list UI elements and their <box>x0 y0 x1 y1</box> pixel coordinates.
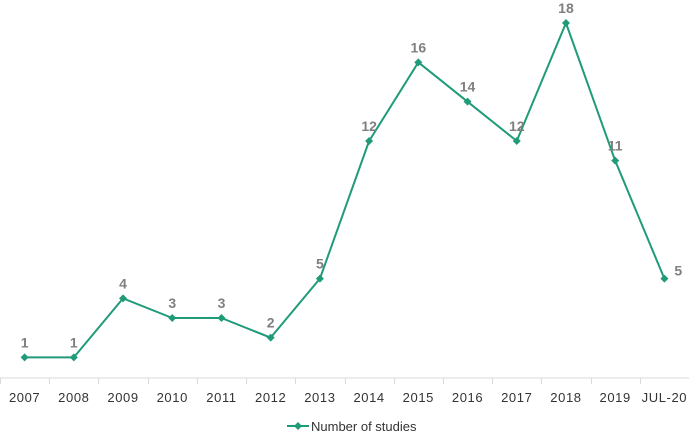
x-tick-label: 2017 <box>501 390 532 405</box>
legend: Number of studies <box>287 419 417 432</box>
data-label: 18 <box>558 0 574 16</box>
data-point <box>365 137 374 145</box>
data-label: 4 <box>119 275 127 291</box>
data-point <box>611 156 620 165</box>
data-label: 1 <box>21 334 29 350</box>
data-label: 5 <box>674 263 682 279</box>
series-line <box>24 22 666 359</box>
series-layer <box>20 19 669 362</box>
x-tick-label: 2016 <box>452 390 483 405</box>
data-point <box>463 97 472 106</box>
data-label: 1 <box>70 334 78 350</box>
data-point <box>69 353 78 362</box>
x-tick-label: 2018 <box>550 390 581 405</box>
data-point <box>266 333 275 342</box>
x-tick-label: 2012 <box>255 390 286 405</box>
data-point <box>315 274 324 283</box>
data-label: 16 <box>411 39 427 55</box>
legend-marker <box>294 422 302 430</box>
x-tick-label: 2013 <box>304 390 335 405</box>
x-tick-label: 2015 <box>403 390 434 405</box>
data-label: 3 <box>218 295 226 311</box>
data-point <box>512 137 521 145</box>
x-tick-label: 2009 <box>107 390 138 405</box>
x-tick-label: 2011 <box>206 390 236 405</box>
x-tick-label: JUL-20 <box>642 390 688 405</box>
legend-label: Number of studies <box>311 419 417 432</box>
x-tick-label: 2010 <box>157 390 188 405</box>
data-label: 5 <box>316 256 324 272</box>
data-label: 2 <box>267 315 275 331</box>
data-point <box>414 58 423 67</box>
data-point <box>660 274 669 283</box>
data-label: 12 <box>509 118 525 134</box>
data-point <box>119 294 128 303</box>
x-axis: 2007 2008 2009 2010 2011 2012 2013 2014 2015 2016… <box>0 377 689 405</box>
x-tick-label: 2007 <box>9 390 40 405</box>
data-label: 11 <box>608 138 623 154</box>
data-point <box>20 353 29 362</box>
data-label: 14 <box>460 79 476 95</box>
x-tick-label: 2008 <box>58 390 89 405</box>
data-point <box>217 314 226 322</box>
data-point <box>561 19 570 27</box>
data-label: 12 <box>361 118 377 134</box>
x-tick-label: 2014 <box>353 390 384 405</box>
data-point <box>168 314 177 322</box>
data-label: 3 <box>168 295 176 311</box>
x-tick-label: 2019 <box>600 390 631 405</box>
